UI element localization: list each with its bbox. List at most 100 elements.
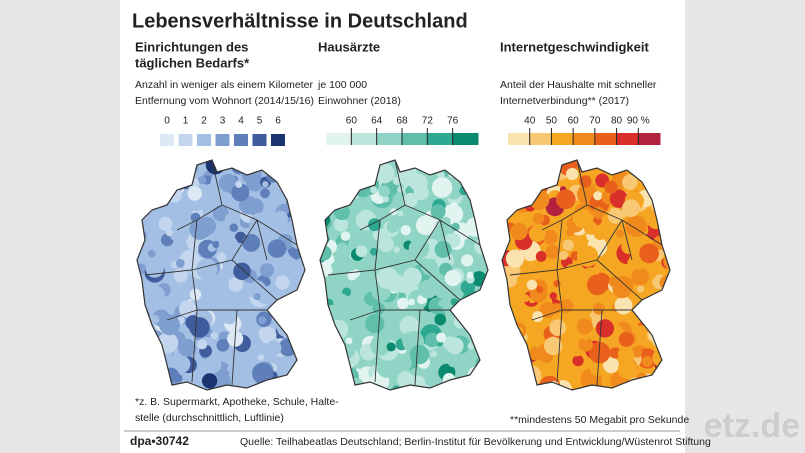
map-region: [617, 359, 638, 380]
map-region: [223, 229, 230, 237]
map-region: [382, 195, 390, 203]
map-region: [210, 332, 218, 340]
panel-heading: Einrichtungen des: [135, 39, 248, 54]
map-region: [393, 246, 400, 253]
map-region: [562, 239, 574, 251]
map-region: [609, 189, 628, 208]
map-region: [450, 202, 458, 210]
map-borders: [327, 159, 481, 386]
map-region: [572, 355, 584, 367]
map-region: [636, 285, 645, 293]
legend-swatch: [160, 134, 174, 146]
legend-label: 5: [257, 116, 263, 127]
map-region: [187, 186, 202, 201]
map-region: [536, 285, 544, 294]
watermark: etz.de: [704, 407, 800, 445]
map-region: [252, 362, 274, 385]
legend-swatch: [252, 134, 267, 146]
map-region: [566, 227, 575, 237]
map-region: [196, 258, 218, 280]
map-region: [333, 217, 349, 232]
map-region: [259, 263, 275, 278]
map-region: [558, 250, 569, 260]
map-region: [400, 358, 412, 370]
legend-swatch: [234, 134, 248, 146]
map-region: [370, 335, 391, 356]
map-region: [622, 199, 640, 218]
map-region: [632, 348, 642, 358]
map-region: [330, 262, 340, 272]
map-region: [572, 208, 593, 229]
legend-label: 60: [568, 116, 580, 127]
map-region: [165, 229, 173, 237]
legend-label: 2: [201, 116, 207, 127]
map-region: [212, 240, 220, 249]
map-region: [401, 332, 416, 347]
map-region: [249, 212, 272, 235]
legend-label: 40: [524, 116, 536, 127]
map-region: [179, 249, 201, 271]
map-region: [229, 297, 238, 306]
map-region: [169, 206, 183, 219]
legend-swatch: [508, 133, 531, 145]
map-region: [542, 229, 558, 245]
panel-subtitle: Internetverbindung** (2017): [500, 95, 629, 107]
legend-swatch: [351, 133, 378, 145]
legend-label: 1: [183, 116, 189, 127]
map-region: [340, 231, 351, 241]
footnote: *z. B. Supermarkt, Apotheke, Schule, Hal…: [135, 396, 339, 408]
map-region: [365, 314, 385, 334]
map-region: [258, 316, 267, 325]
map-region: [147, 249, 156, 258]
map-borders: [144, 159, 298, 386]
map-region: [175, 258, 185, 268]
footer-source: Quelle: Teilhabeatlas Deutschland; Berli…: [240, 436, 711, 448]
map-region: [397, 210, 404, 217]
legend-swatch: [215, 134, 230, 146]
map-region: [576, 318, 593, 335]
map-region: [639, 243, 659, 264]
map-region: [434, 313, 447, 326]
map-region: [403, 375, 414, 386]
legend-swatch: [638, 133, 661, 145]
legend-swatch: [178, 134, 193, 146]
map-region: [150, 315, 160, 324]
map-region: [632, 325, 650, 343]
map-region: [521, 294, 530, 303]
legend-label: 4: [238, 116, 244, 127]
map-region: [252, 334, 260, 342]
legend-swatch: [594, 133, 618, 145]
map-region: [438, 300, 446, 307]
map-region: [621, 238, 638, 255]
map-region: [461, 254, 474, 267]
legend-swatch: [427, 133, 454, 145]
map-region: [403, 267, 422, 287]
map-region: [467, 342, 475, 350]
map-region: [526, 279, 538, 291]
map-region: [603, 357, 620, 374]
map-region: [258, 327, 268, 338]
map-region: [612, 279, 632, 299]
panel-subtitle: Anteil der Haushalte mit schneller: [500, 79, 657, 91]
footnote: stelle (durchschnittlich, Luftlinie): [135, 412, 284, 424]
map-region: [430, 350, 437, 358]
panel-subtitle: je 100 000: [317, 79, 367, 91]
map-region: [267, 239, 287, 258]
map-region: [582, 334, 589, 341]
legend-label: 3: [220, 116, 226, 127]
map-region: [158, 217, 173, 231]
footer-id: dpa•30742: [130, 434, 189, 448]
footnote: **mindestens 50 Megabit pro Sekunde: [510, 414, 689, 426]
map-region: [172, 355, 191, 373]
map-region: [257, 354, 265, 361]
map-region: [549, 292, 557, 300]
map-region: [260, 188, 270, 199]
map-region: [563, 263, 585, 285]
map-region: [377, 360, 395, 378]
map-region: [582, 189, 592, 199]
map-region: [159, 314, 180, 336]
legend-label: 6: [275, 116, 281, 127]
map-region: [370, 186, 378, 194]
map-region: [216, 252, 227, 263]
